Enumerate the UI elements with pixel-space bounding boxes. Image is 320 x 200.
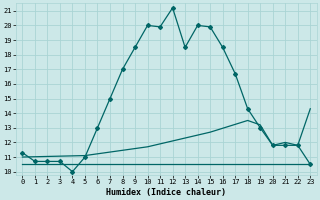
- X-axis label: Humidex (Indice chaleur): Humidex (Indice chaleur): [106, 188, 226, 197]
